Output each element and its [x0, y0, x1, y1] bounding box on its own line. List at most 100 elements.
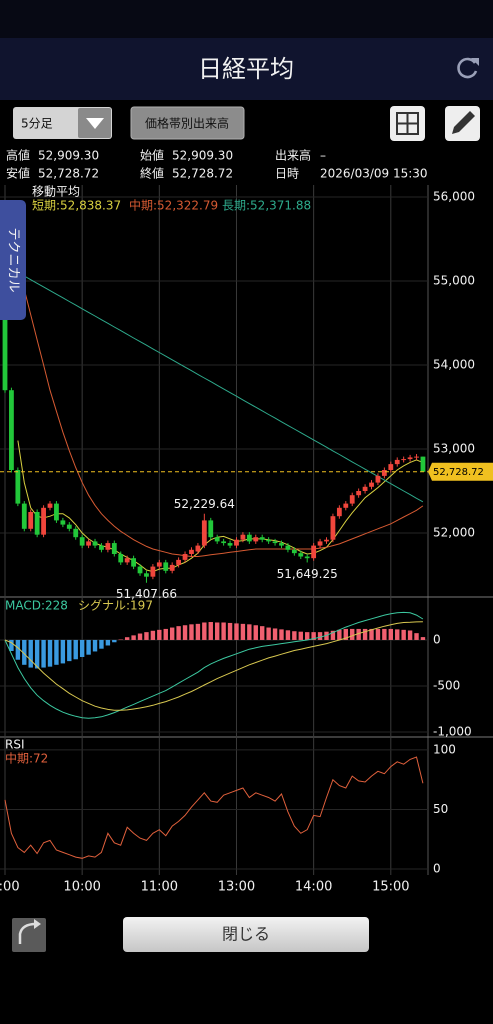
- candle-body: [124, 558, 130, 563]
- last-price-label: 52,728.72: [433, 467, 484, 478]
- close-button[interactable]: 閉じる: [123, 917, 369, 952]
- candle-body: [111, 543, 117, 554]
- histogram-bar: [247, 624, 252, 640]
- header: [0, 38, 493, 100]
- candle-body: [401, 459, 407, 461]
- histogram-bar: [285, 630, 291, 640]
- legend-entry: MACD:228: [5, 599, 68, 613]
- candle-body: [349, 495, 355, 504]
- chart-title: 移動平均: [32, 185, 80, 199]
- info-value: –: [320, 149, 326, 163]
- candle-body: [201, 520, 207, 546]
- histogram-bar: [227, 622, 233, 640]
- y-tick-label: -1,000: [433, 724, 472, 738]
- refresh-button[interactable]: [457, 57, 479, 79]
- price-annotation: 51,407.66: [116, 587, 177, 601]
- candle-body: [375, 475, 381, 483]
- price-info: 高値 52,909.30 始値 52,909.30 出来高 – 安値 52,72…: [6, 148, 428, 181]
- layout-button[interactable]: [390, 106, 425, 141]
- candle-body: [9, 390, 14, 470]
- series-line: [4, 611, 424, 719]
- y-tick-label: 100: [433, 742, 456, 756]
- histogram-bar: [305, 632, 310, 640]
- y-tick-label: 56,000: [433, 190, 475, 204]
- histogram-bar: [362, 628, 368, 640]
- histogram-bar: [414, 633, 419, 640]
- candle-body: [279, 543, 284, 546]
- y-tick-label: 55,000: [433, 274, 475, 288]
- info-label: 始値: [140, 148, 164, 163]
- candle-body: [369, 482, 374, 487]
- histogram-bar: [60, 639, 66, 664]
- candle-body: [21, 503, 27, 529]
- x-tick-label: 10:00: [63, 880, 100, 895]
- histogram-bar: [279, 629, 284, 640]
- price-annotation: 51,649.25: [277, 567, 338, 581]
- candle-body: [304, 556, 310, 559]
- interval-dropdown[interactable]: 5分足: [13, 107, 112, 139]
- candle-body: [266, 539, 272, 542]
- histogram-bar: [317, 632, 323, 640]
- candle-body: [176, 559, 182, 565]
- histogram-bar: [221, 622, 226, 640]
- histogram-bar: [9, 639, 14, 652]
- candle-body: [221, 541, 227, 544]
- volume-profile-button[interactable]: 価格帯別出来高: [130, 106, 245, 140]
- histogram-bar: [240, 623, 246, 640]
- histogram-bar: [401, 629, 406, 640]
- histogram-bar: [195, 623, 201, 640]
- candle-body: [362, 486, 368, 491]
- histogram-bar: [189, 624, 194, 640]
- info-label: 終値: [140, 166, 164, 181]
- candle-body: [343, 503, 349, 508]
- series-line: [4, 756, 424, 859]
- candle-body: [336, 507, 342, 517]
- histogram-bar: [86, 639, 91, 655]
- interval-label: 5分足: [21, 117, 53, 131]
- histogram-bar: [22, 639, 27, 665]
- candle-body: [246, 534, 252, 542]
- candle-body: [131, 558, 136, 567]
- info-label: 日時: [275, 167, 299, 181]
- candle-body: [156, 562, 162, 567]
- histogram-bar: [272, 628, 278, 640]
- technical-tab[interactable]: テクニカル: [0, 200, 26, 320]
- candle-body: [253, 537, 259, 542]
- rotate-button[interactable]: [12, 918, 46, 952]
- histogram-bar: [292, 631, 297, 640]
- legend-entry: シグナル:197: [78, 599, 153, 613]
- candle-body: [330, 516, 336, 540]
- info-value: 2026/03/09 15:30: [320, 167, 428, 181]
- candle-body: [163, 562, 169, 571]
- histogram-bar: [79, 639, 85, 657]
- histogram-bar: [34, 639, 40, 669]
- candle-body: [240, 534, 246, 540]
- y-tick-label: 0: [433, 862, 441, 876]
- candle-body: [388, 464, 394, 470]
- candle-body: [407, 457, 413, 460]
- candle-body: [99, 545, 104, 550]
- histogram-bar: [176, 626, 181, 640]
- candle-body: [324, 539, 329, 542]
- legend-entry: 長期:52,371.88: [222, 199, 311, 213]
- candle-body: [150, 566, 156, 577]
- candle-body: [285, 545, 291, 550]
- candle-body: [54, 503, 59, 521]
- series-line: [17, 440, 424, 573]
- histogram-bar: [298, 631, 303, 640]
- candle-body: [259, 537, 265, 540]
- technical-tab-label: テクニカル: [6, 227, 21, 292]
- draw-button[interactable]: [445, 106, 480, 141]
- info-value: 52,909.30: [172, 149, 233, 163]
- histogram-bar: [266, 627, 271, 640]
- candle-body: [227, 543, 233, 546]
- histogram-bar: [144, 632, 149, 640]
- candle-body: [118, 553, 124, 563]
- candle-body: [272, 541, 278, 544]
- series-line: [23, 289, 424, 557]
- series-line: [4, 621, 423, 711]
- info-value: 52,909.30: [38, 149, 99, 163]
- info-value: 52,728.72: [38, 167, 99, 181]
- candle-body: [144, 573, 149, 577]
- histogram-bar: [253, 625, 258, 640]
